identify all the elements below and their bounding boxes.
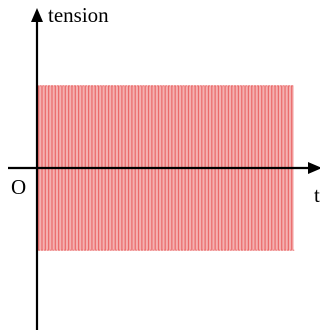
y-axis-label: tension — [48, 3, 109, 27]
y-axis-arrowhead — [31, 8, 43, 22]
x-axis-label: t — [314, 183, 320, 207]
x-axis-arrowhead — [308, 162, 320, 174]
origin-label: O — [11, 175, 26, 199]
